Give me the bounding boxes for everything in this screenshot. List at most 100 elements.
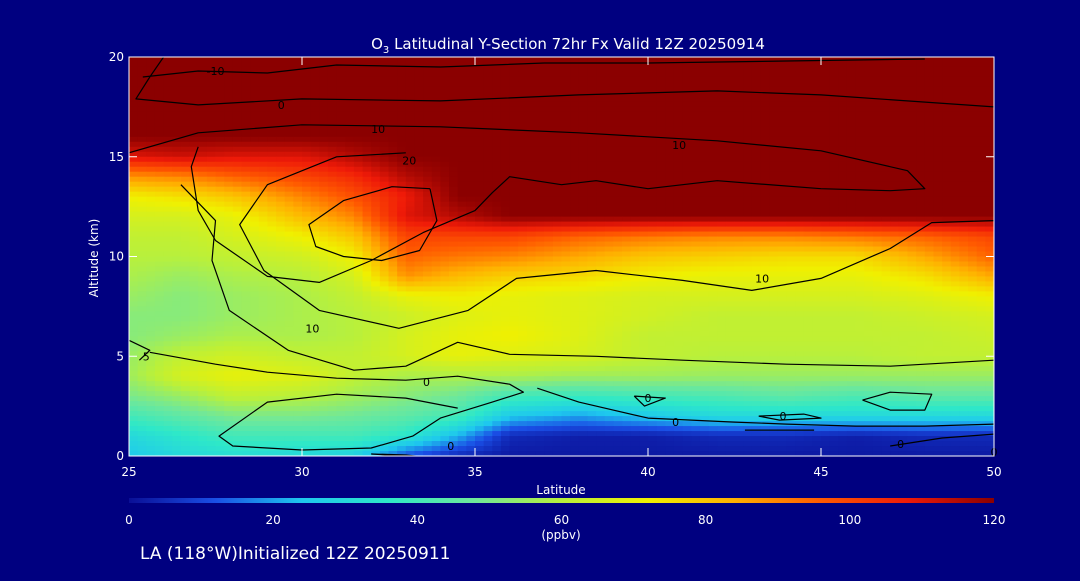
field-cell xyxy=(232,201,243,208)
field-cell xyxy=(258,236,268,243)
field-cell xyxy=(526,116,537,123)
field-cell xyxy=(146,166,156,173)
field-cell xyxy=(258,296,268,302)
field-cell xyxy=(596,96,606,103)
field-cell xyxy=(682,196,692,203)
field-cell xyxy=(587,291,597,297)
field-cell xyxy=(933,76,943,83)
field-cell xyxy=(449,256,459,263)
field-cell xyxy=(682,226,692,233)
field-cell xyxy=(829,216,839,223)
field-cell xyxy=(846,91,857,98)
field-cell xyxy=(959,136,969,143)
field-cell xyxy=(215,91,225,98)
field-cell xyxy=(440,161,450,168)
field-cell xyxy=(189,291,199,297)
field-cell xyxy=(699,161,710,168)
field-cell xyxy=(267,221,277,228)
field-cell xyxy=(336,266,346,273)
field-cell xyxy=(898,111,909,118)
field-cell xyxy=(691,91,701,98)
field-cell xyxy=(976,166,986,173)
field-cell xyxy=(968,101,978,108)
field-cell xyxy=(414,151,424,158)
field-cell xyxy=(890,76,900,83)
field-cell xyxy=(968,266,978,273)
field-cell xyxy=(500,241,511,248)
field-cell xyxy=(449,116,459,123)
field-cell xyxy=(146,276,156,283)
field-cell xyxy=(388,176,398,183)
field-cell xyxy=(812,156,822,163)
field-cell xyxy=(587,171,597,178)
field-cell xyxy=(665,241,675,248)
field-cell xyxy=(596,256,606,263)
field-cell xyxy=(544,251,554,258)
field-cell xyxy=(284,256,294,263)
field-cell xyxy=(881,291,891,297)
field-cell xyxy=(812,186,822,193)
field-cell xyxy=(258,181,268,188)
field-cell xyxy=(431,71,441,78)
field-cell xyxy=(872,111,883,118)
field-cell xyxy=(691,116,701,123)
field-cell xyxy=(544,116,554,123)
field-cell xyxy=(206,201,217,208)
field-cell xyxy=(284,301,294,307)
field-cell xyxy=(769,231,779,238)
field-cell xyxy=(691,281,701,288)
field-cell xyxy=(163,286,173,293)
field-cell xyxy=(353,106,364,113)
field-cell xyxy=(206,57,217,63)
field-cell xyxy=(665,111,675,118)
field-cell xyxy=(673,206,684,213)
field-cell xyxy=(777,276,787,283)
field-cell xyxy=(449,271,459,278)
field-cell xyxy=(872,126,883,133)
field-cell xyxy=(388,126,398,133)
field-cell xyxy=(942,221,952,228)
field-cell xyxy=(777,206,787,213)
field-cell xyxy=(362,116,372,123)
field-cell xyxy=(518,111,528,118)
field-cell xyxy=(189,121,199,128)
field-cell xyxy=(751,136,762,143)
field-cell xyxy=(397,126,407,133)
field-cell xyxy=(276,66,286,73)
field-cell xyxy=(708,276,718,283)
field-cell xyxy=(129,246,139,253)
field-cell xyxy=(327,301,338,307)
field-cell xyxy=(518,156,528,163)
field-cell xyxy=(500,286,511,293)
field-cell xyxy=(397,121,407,128)
field-cell xyxy=(509,116,519,123)
field-cell xyxy=(682,236,692,243)
field-cell xyxy=(855,136,865,143)
field-cell xyxy=(449,246,459,253)
field-cell xyxy=(682,111,692,118)
field-cell xyxy=(267,196,277,203)
field-cell xyxy=(881,251,891,258)
field-cell xyxy=(570,156,580,163)
field-cell xyxy=(500,201,511,208)
field-cell xyxy=(855,281,865,288)
field-cell xyxy=(466,121,476,128)
field-cell xyxy=(518,261,528,268)
field-cell xyxy=(475,171,485,178)
field-cell xyxy=(907,301,917,307)
field-cell xyxy=(803,211,813,218)
field-cell xyxy=(241,196,251,203)
field-cell xyxy=(968,281,978,288)
field-cell xyxy=(812,206,822,213)
field-cell xyxy=(388,236,398,243)
field-cell xyxy=(950,206,960,213)
field-cell xyxy=(492,246,502,253)
field-cell xyxy=(535,276,545,283)
field-cell xyxy=(319,116,329,123)
field-cell xyxy=(985,126,994,133)
field-cell xyxy=(258,81,268,88)
field-cell xyxy=(362,126,372,133)
field-cell xyxy=(319,241,329,248)
field-cell xyxy=(916,86,926,93)
field-cell xyxy=(129,66,139,73)
